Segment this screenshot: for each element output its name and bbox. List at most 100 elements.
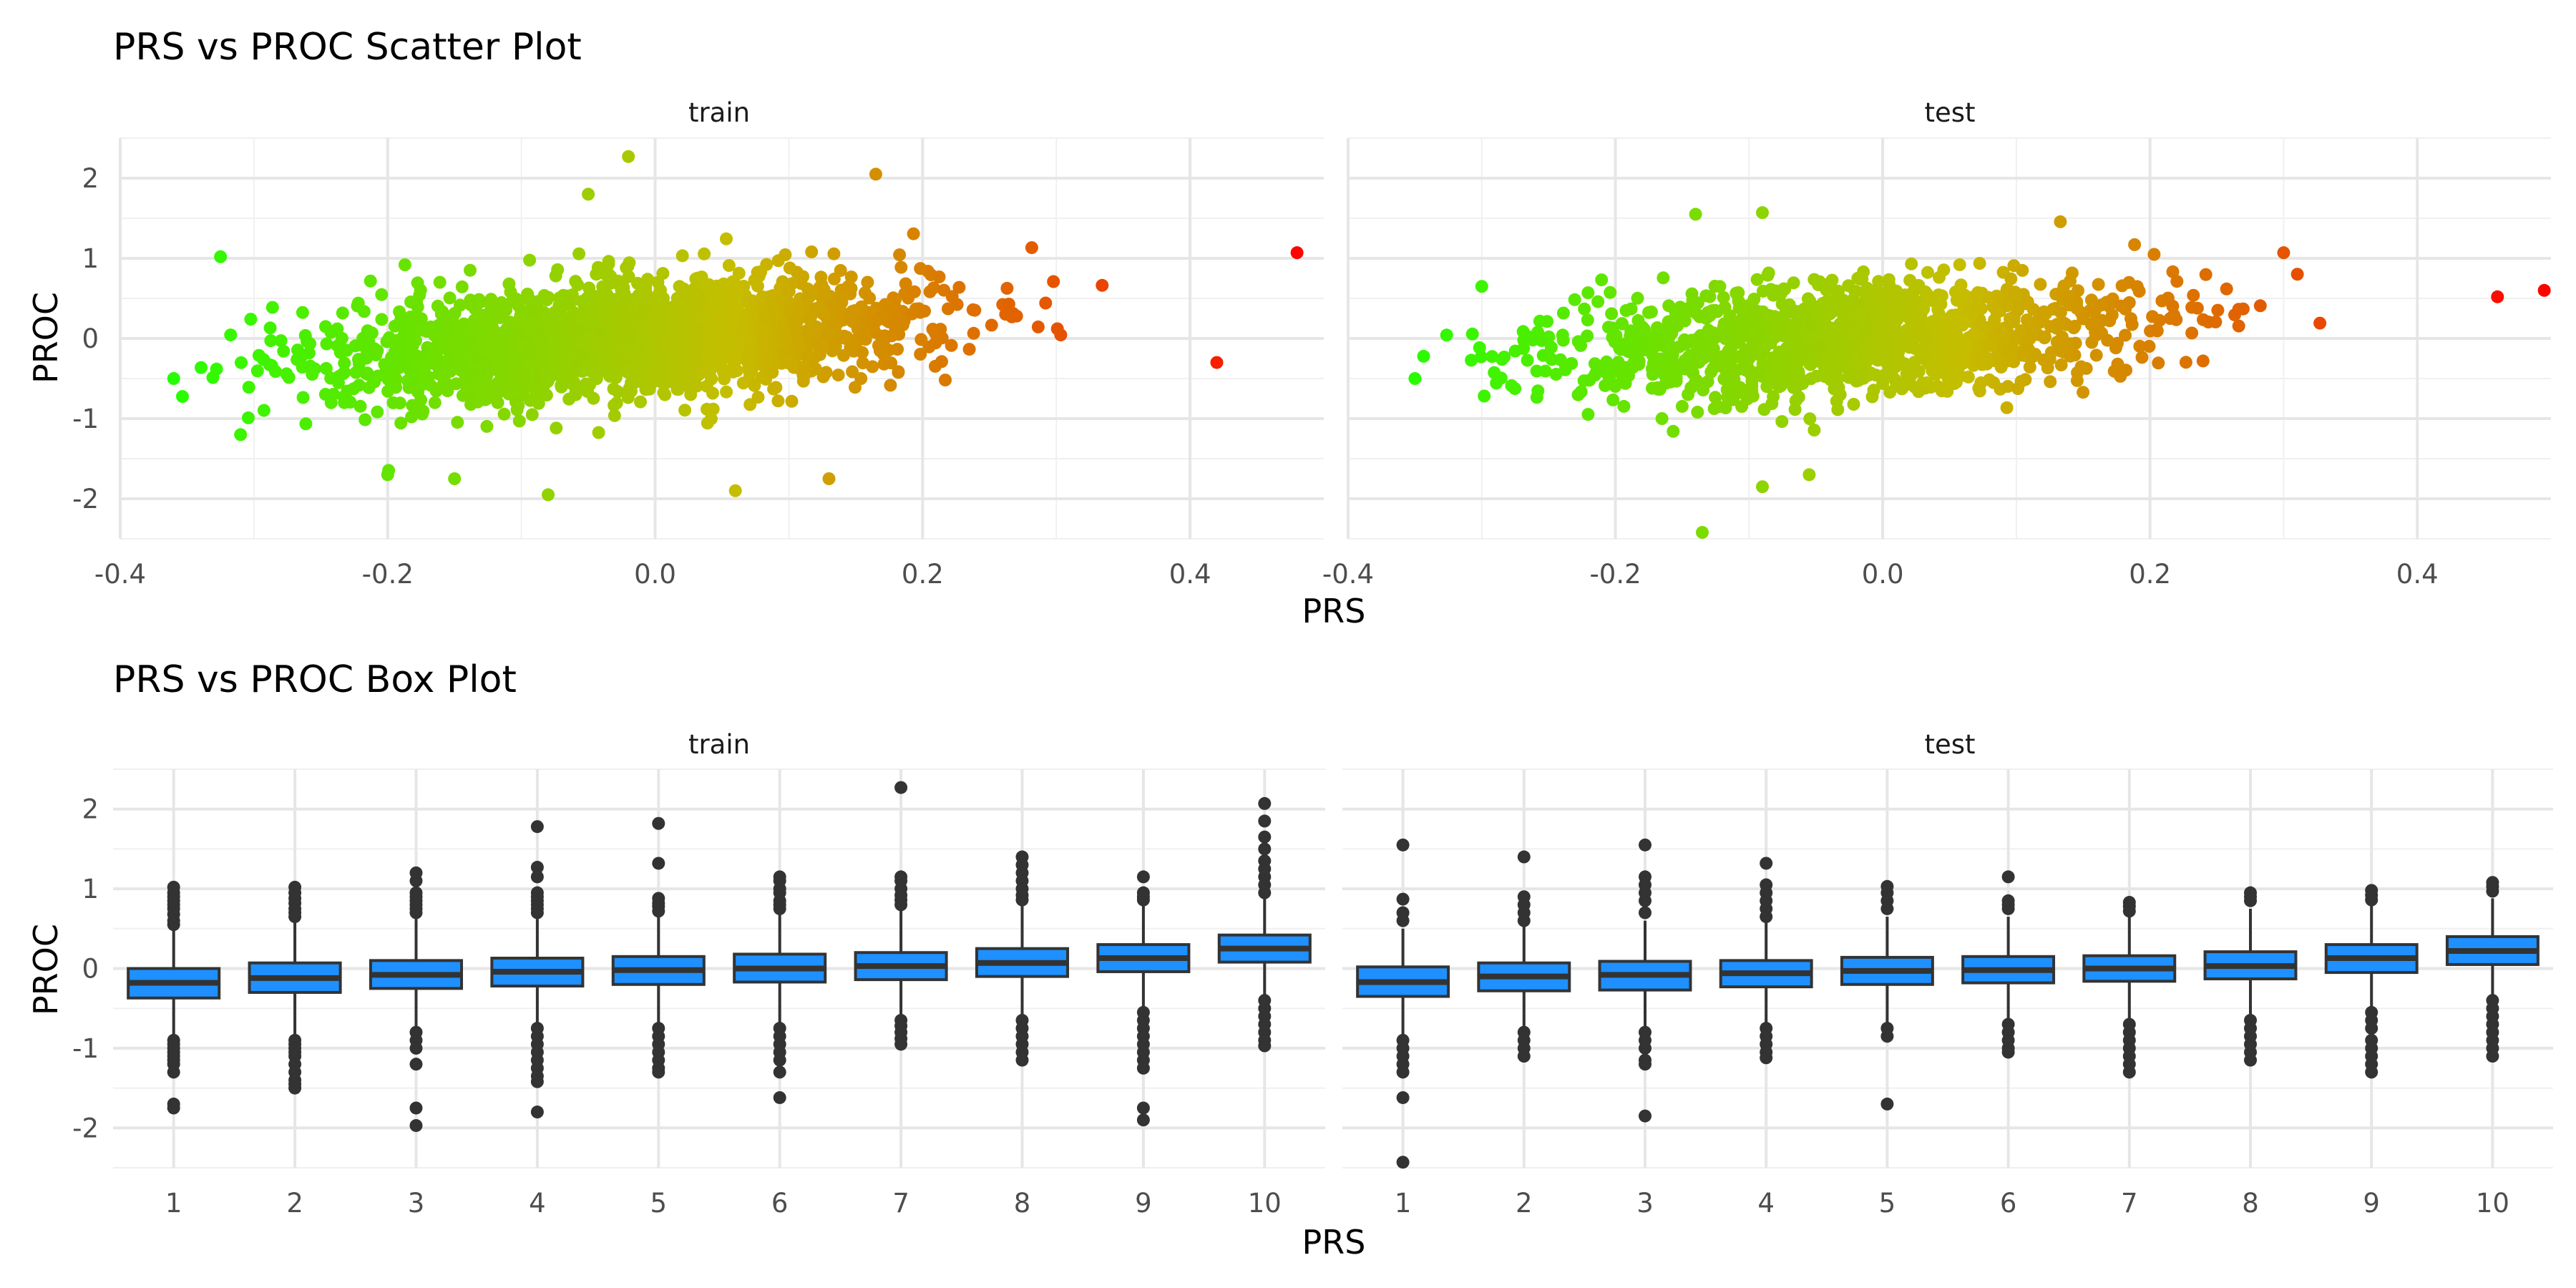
scatter-point <box>634 395 647 409</box>
scatter-point <box>785 344 798 358</box>
scatter-point <box>510 403 524 416</box>
scatter-point <box>1816 296 1830 310</box>
scatter-point <box>263 358 276 371</box>
scatter-point <box>914 333 928 346</box>
scatter-point <box>1644 305 1658 318</box>
scatter-point <box>701 402 713 416</box>
scatter-point <box>296 391 310 404</box>
scatter-point <box>570 346 584 359</box>
x-tick-label: 4 <box>529 1188 546 1219</box>
scatter-point <box>521 321 535 335</box>
scatter-point <box>1743 364 1757 377</box>
scatter-point <box>569 323 582 336</box>
scatter-point <box>444 310 457 323</box>
scatter-point <box>1974 321 1988 334</box>
x-tick-label: 2 <box>1516 1188 1533 1219</box>
scatter-point <box>594 326 607 338</box>
scatter-point <box>717 366 731 379</box>
box-panel-test: 1 2 3 4 5 6 7 8 9 10 <box>1342 769 2553 1219</box>
scatter-point <box>1913 316 1926 330</box>
scatter-point <box>1709 353 1723 367</box>
box-10 <box>2445 876 2540 1063</box>
scatter-point <box>448 361 462 374</box>
scatter-point <box>332 339 346 353</box>
scatter-point <box>711 310 724 323</box>
scatter-point <box>766 366 779 379</box>
scatter-point <box>587 391 600 405</box>
scatter-point <box>1747 304 1761 318</box>
y-tick-label: -2 <box>72 484 99 514</box>
outlier-point <box>1880 902 1894 915</box>
scatter-point <box>2232 319 2245 333</box>
scatter-point <box>748 379 761 392</box>
outlier-point <box>1396 892 1410 906</box>
scatter-point <box>590 368 603 381</box>
scatter-point <box>504 346 517 360</box>
scatter-point <box>411 301 424 313</box>
scatter-point <box>1619 304 1633 317</box>
x-tick-label: 7 <box>892 1188 909 1219</box>
scatter-point <box>375 313 389 326</box>
scatter-point <box>1599 379 1612 392</box>
x-tick-label: 8 <box>1014 1188 1031 1219</box>
outlier-point <box>167 1065 180 1079</box>
scatter-point <box>863 291 877 305</box>
y-tick-label: 0 <box>82 954 99 985</box>
scatter-point <box>1764 283 1777 296</box>
x-tick-label: 10 <box>2476 1188 2509 1219</box>
scatter-point <box>652 294 665 308</box>
outlier-point <box>773 902 786 915</box>
outlier-point <box>1639 1041 1652 1055</box>
scatter-point <box>277 344 291 358</box>
outlier-point <box>2486 1050 2499 1063</box>
scatter-point <box>371 344 384 358</box>
box-6 <box>733 870 827 1104</box>
scatter-point <box>2125 318 2139 331</box>
scatter-point <box>1478 389 1491 403</box>
scatter-point <box>2199 268 2212 281</box>
outlier-point <box>2001 902 2015 915</box>
box-strip-label-train: train <box>688 729 750 760</box>
scatter-point <box>2010 331 2024 345</box>
scatter-point <box>796 270 810 283</box>
scatter-point <box>1801 330 1815 343</box>
scatter-point <box>945 338 958 352</box>
x-tick-label: -0.2 <box>1589 559 1641 590</box>
scatter-point <box>2101 333 2114 347</box>
scatter-point <box>783 261 796 275</box>
box-3 <box>1598 838 1692 1123</box>
scatter-point <box>2132 285 2146 298</box>
scatter-point <box>1767 324 1781 338</box>
scatter-point <box>1810 369 1823 383</box>
scatter-point <box>1941 384 1954 398</box>
scatter-point <box>1996 332 2009 346</box>
outlier-point <box>2365 1065 2379 1079</box>
scatter-point <box>688 281 701 295</box>
scatter-point <box>1958 288 1971 302</box>
scatter-point <box>1776 356 1789 369</box>
outlier-point <box>2122 904 2136 918</box>
scatter-point <box>265 301 279 314</box>
scatter-point <box>1792 391 1805 404</box>
scatter-point <box>381 384 395 398</box>
scatter-point <box>195 361 208 374</box>
scatter-point <box>643 362 656 376</box>
scatter-point <box>486 336 499 349</box>
scatter-point <box>1601 369 1615 382</box>
box-plot: PRS vs PROC Box Plot 1 2 3 4 5 6 7 8 9 10-2-1012 … <box>26 658 2553 1262</box>
scatter-point <box>721 306 735 320</box>
scatter-point <box>1655 412 1669 425</box>
scatter-point <box>1953 258 1966 271</box>
scatter-point <box>2001 380 2014 393</box>
outlier-point <box>652 857 665 870</box>
outlier-point <box>1517 914 1531 927</box>
scatter-point <box>861 275 874 289</box>
scatter-point <box>2170 275 2184 288</box>
scatter-point <box>2119 302 2132 316</box>
scatter-point <box>893 248 907 262</box>
outlier-point <box>2244 1053 2257 1067</box>
scatter-point <box>629 311 642 325</box>
scatter-point <box>1717 372 1731 386</box>
x-tick-label: 10 <box>1248 1188 1282 1219</box>
scatter-point <box>394 416 408 430</box>
